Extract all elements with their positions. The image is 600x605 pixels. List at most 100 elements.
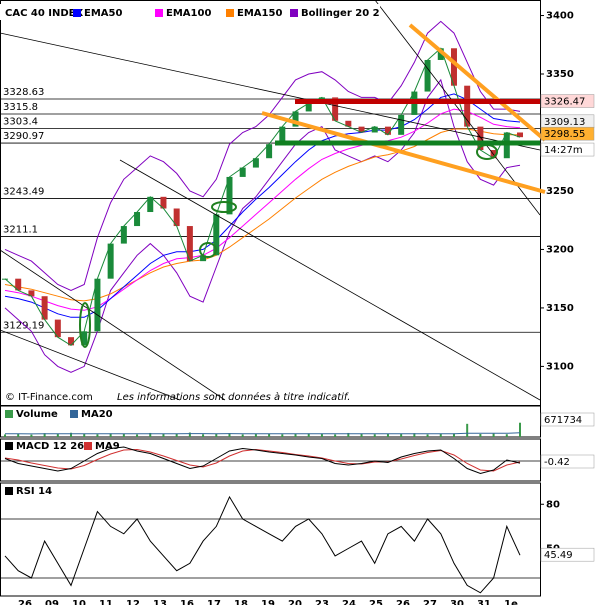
trend-line — [0, 249, 226, 401]
legend-label: MACD 12 26 — [16, 441, 84, 452]
volume-bar — [215, 433, 218, 437]
candle — [464, 85, 471, 127]
volume-bar — [386, 433, 389, 437]
value-box — [540, 454, 595, 469]
x-tick-label: 13 — [153, 599, 167, 605]
level-label: 3290.97 — [3, 131, 44, 142]
price-marker — [540, 126, 595, 141]
candle — [54, 319, 61, 338]
level-label: 3315.8 — [3, 102, 38, 113]
y-tick-label: 3400 — [546, 11, 574, 22]
trend-line — [374, 0, 541, 216]
legend-label: MA9 — [95, 441, 120, 452]
level-label: 3328.63 — [3, 87, 44, 98]
x-tick-label: 20 — [288, 599, 302, 605]
candle — [107, 243, 114, 279]
x-tick-label: 25 — [369, 599, 383, 605]
volume-bar — [360, 433, 363, 437]
candle — [332, 97, 339, 121]
candle — [28, 290, 35, 297]
legend-label: Volume — [16, 409, 58, 420]
volume-bar — [254, 434, 257, 437]
legend-swatch — [155, 9, 163, 17]
legend-swatch — [226, 9, 234, 17]
volume-bar — [281, 434, 284, 437]
candle — [68, 337, 75, 346]
candle — [120, 226, 127, 244]
candle — [437, 48, 444, 60]
series-line — [4, 108, 521, 311]
y-tick-label: 3250 — [546, 186, 574, 197]
volume-bar — [466, 423, 469, 437]
y-tick-label: 3150 — [546, 303, 574, 314]
series-line — [4, 47, 521, 347]
source: © IT-Finance.com — [5, 392, 93, 403]
last-value: -0.42 — [544, 457, 570, 468]
time-label: 14:27m — [544, 145, 583, 156]
candle — [41, 296, 48, 320]
legend-label: RSI 14 — [16, 486, 52, 497]
volume-bar — [400, 434, 403, 437]
price-marker-label: 3326.47 — [544, 97, 585, 108]
x-tick-label: 30 — [450, 599, 464, 605]
y-tick-label: 3100 — [546, 361, 574, 372]
candle — [81, 331, 88, 346]
legend-bg — [0, 4, 380, 20]
candle — [371, 126, 378, 133]
x-tick-label: 31 — [477, 599, 491, 605]
volume-bar — [96, 434, 99, 437]
candle — [345, 120, 352, 127]
x-tick-label: 17 — [207, 599, 221, 605]
volume-bar — [294, 433, 297, 437]
volume-bar — [492, 433, 495, 437]
candle — [384, 126, 391, 135]
highlight-ellipse — [79, 302, 91, 348]
volume-bar — [268, 433, 271, 437]
last-value: 45.49 — [544, 550, 573, 561]
x-tick-label: 1e — [504, 599, 518, 605]
series-line — [5, 432, 521, 435]
legend-swatch — [70, 410, 78, 418]
value-box — [540, 547, 595, 562]
candle — [200, 255, 207, 262]
x-tick-label: 24 — [342, 599, 356, 605]
candle — [358, 126, 365, 133]
series-line — [4, 448, 521, 472]
legend-swatch — [5, 410, 13, 418]
volume-bar — [479, 434, 482, 437]
candle — [398, 114, 405, 135]
candle — [173, 208, 180, 227]
x-tick-label: 26 — [18, 599, 32, 605]
volume-bar — [17, 433, 20, 437]
volume-bar — [56, 434, 59, 437]
volume-bar — [175, 433, 178, 437]
candle — [292, 111, 299, 127]
price-marker-label: 3298.55 — [544, 129, 585, 140]
orange-trend — [261, 111, 546, 194]
orange-trend — [408, 23, 547, 142]
level-label: 3303.4 — [3, 117, 38, 128]
volume-bar — [426, 434, 429, 437]
candle — [186, 226, 193, 262]
level-label: 3243.49 — [3, 187, 44, 198]
panel-frame — [0, 482, 541, 597]
y-tick-label: 3350 — [546, 69, 574, 80]
volume-bar — [307, 433, 310, 437]
annotations — [0, 0, 547, 401]
volume-bar — [505, 434, 508, 437]
volume-bar — [202, 434, 205, 437]
volume-bar — [241, 434, 244, 437]
trend-line — [0, 329, 181, 401]
legend-label: EMA50 — [84, 8, 122, 19]
candle — [134, 212, 141, 227]
volume-bar — [4, 434, 6, 437]
x-tick-label: 10 — [72, 599, 86, 605]
highlight-ellipse — [199, 242, 217, 258]
volume-bar — [373, 434, 376, 437]
volume-bar — [109, 433, 112, 437]
volume-bar — [347, 432, 350, 437]
candle — [15, 278, 22, 291]
volume-bar — [413, 433, 416, 437]
